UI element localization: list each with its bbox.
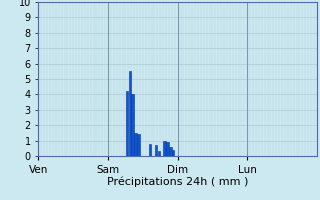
Bar — [137, 134, 140, 156]
Bar — [163, 141, 166, 156]
Bar — [132, 94, 134, 156]
Bar — [166, 142, 169, 156]
Bar — [172, 150, 174, 156]
Bar — [169, 147, 172, 156]
Bar — [155, 145, 157, 156]
Bar — [157, 151, 160, 156]
Bar — [134, 133, 137, 156]
Bar — [129, 71, 131, 156]
Bar — [149, 144, 151, 156]
X-axis label: Précipitations 24h ( mm ): Précipitations 24h ( mm ) — [107, 176, 248, 187]
Bar — [126, 91, 128, 156]
